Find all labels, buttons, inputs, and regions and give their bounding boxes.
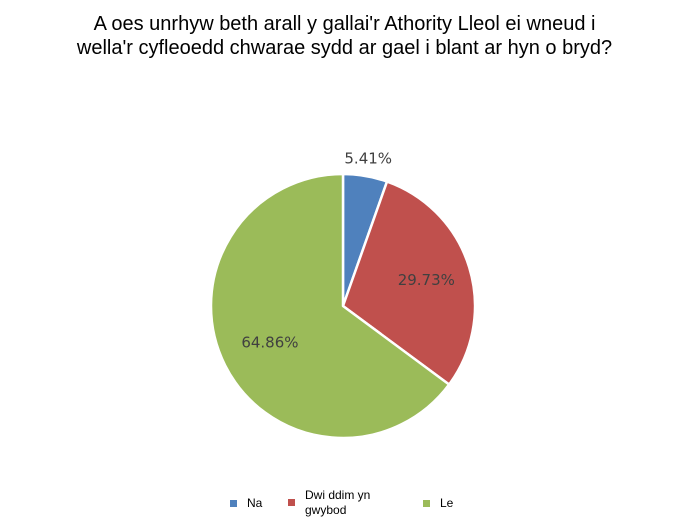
legend-label-le: Le bbox=[440, 496, 454, 510]
legend-swatch-dwi-ddim-yn-gwybod bbox=[288, 499, 295, 506]
slice-label-le: 64.86% bbox=[241, 333, 298, 351]
legend-label-dwi-line-2: gwybod bbox=[305, 503, 347, 517]
legend-label-dwi-line-1: Dwi ddim yn bbox=[305, 488, 371, 502]
legend-swatch-na bbox=[230, 500, 237, 507]
slice-label-dwi-ddim-yn-gwybod: 29.73% bbox=[398, 271, 455, 289]
legend-label-na: Na bbox=[247, 496, 263, 510]
legend-item-le: Le bbox=[423, 496, 453, 511]
chart-title-line-1: A oes unrhyw beth arall y gallai'r Athor… bbox=[93, 13, 596, 35]
pie-slice-le bbox=[209, 172, 451, 440]
legend-swatch-le bbox=[423, 500, 430, 507]
legend-item-na: Na bbox=[230, 496, 262, 511]
pie-slice-dwi-ddim-yn-gwybod bbox=[341, 180, 477, 386]
legend-item-dwi-ddim-yn-gwybod: Dwi ddim yn gwybod bbox=[288, 488, 370, 518]
chart-title: A oes unrhyw beth arall y gallai'r Athor… bbox=[0, 12, 689, 60]
slice-label-na: 5.41% bbox=[344, 149, 392, 167]
chart-legend: Na Dwi ddim yn gwybod Le bbox=[0, 488, 689, 524]
chart-title-line-2: wella'r cyfleoedd chwarae sydd ar gael i… bbox=[76, 37, 613, 59]
